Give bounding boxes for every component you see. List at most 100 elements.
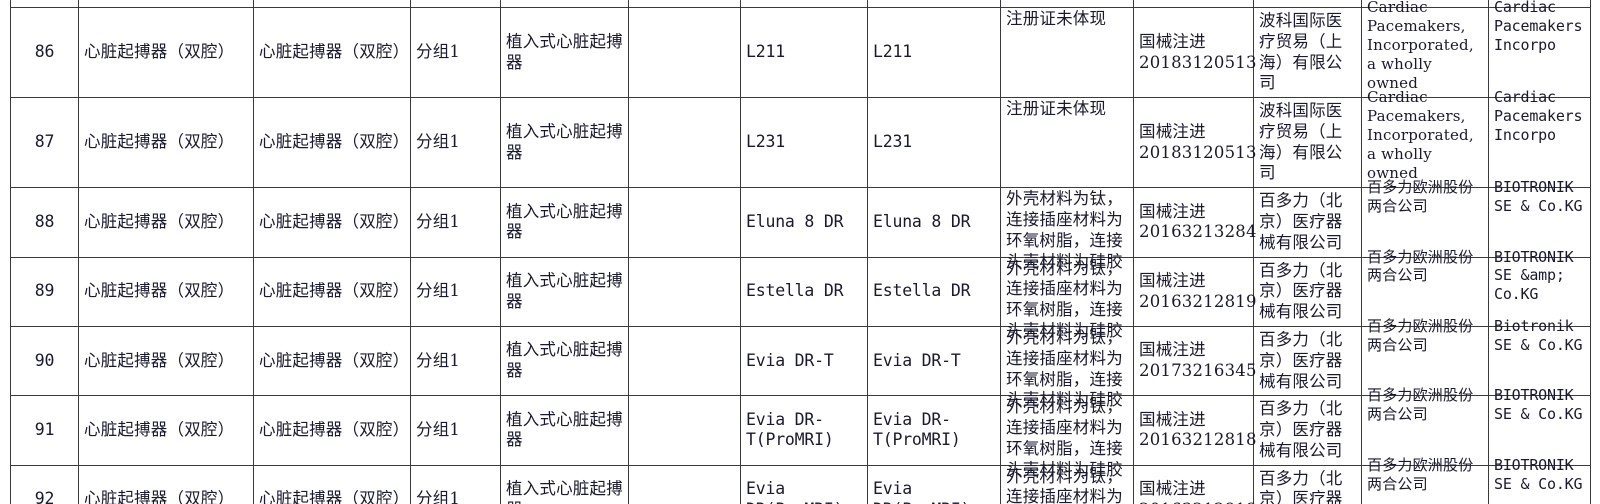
cell-mah[interactable]: BIOTRONIK SE & Co.KG (1488, 456, 1591, 504)
cell-reg_no[interactable]: 国械注进20163212818 (1133, 464, 1256, 504)
cell-model_a[interactable]: Estella DR (740, 256, 868, 327)
cell-spec_blank[interactable] (628, 395, 741, 466)
cell-model_b[interactable]: Evia DR(ProMRI) (867, 464, 1001, 504)
cell-mah[interactable]: Cardiac Pacemakers Incorpo (1488, 0, 1591, 99)
cell-group[interactable]: 分组1 (410, 256, 501, 327)
cell-group[interactable]: 分组1 (410, 325, 501, 397)
cell-group[interactable]: 分组1 (410, 6, 501, 99)
cell-registrant[interactable]: 百多力（北京）医疗器械有限公司 (1253, 395, 1362, 466)
cell-manufacturer[interactable]: 百多力欧洲股份两合公司 (1361, 317, 1489, 397)
cell-registrant[interactable]: 百多力（北京）医疗器械有限公司 (1253, 187, 1362, 258)
cell-seq[interactable]: 90 (10, 325, 79, 397)
cell-registrant[interactable]: 波科国际医疗 (1253, 0, 1362, 8)
cell-product_name[interactable] (253, 0, 411, 8)
cell-reg_no[interactable]: 国械注进20163213284 (1133, 187, 1256, 258)
cell-product_name[interactable]: 心脏起搏器（双腔） (253, 187, 411, 258)
cell-manufacturer[interactable]: Cardiac Pacemakers, Incorporated, a whol… (1361, 0, 1489, 99)
cell-seq[interactable]: 88 (10, 187, 79, 258)
cell-spec_blank[interactable] (628, 6, 741, 99)
table-row[interactable]: 87 心脏起搏器（双腔） 心脏起搏器（双腔） 分组1 植入式心脏起搏器 L231 L231 注… (10, 88, 1591, 189)
cell-group[interactable] (410, 0, 501, 8)
cell-product_cat[interactable]: 心脏起搏器（双腔） (78, 325, 254, 397)
cell-reg_no[interactable]: 国械注进20163212819 (1133, 256, 1256, 327)
cell-generic_name[interactable]: 植入式心脏起搏器 (500, 6, 629, 99)
cell-material[interactable]: 注册证未体现 (1000, 6, 1134, 99)
cell-material[interactable]: 外壳材料为钛，连接插座材料为环氧树脂，连接头壳材料为硅胶 (1000, 325, 1134, 409)
cell-spec_blank[interactable] (628, 325, 741, 397)
cell-product_cat[interactable]: 心脏起搏器（双腔） (78, 6, 254, 99)
cell-group[interactable]: 分组1 (410, 464, 501, 504)
cell-mah[interactable]: Cardiac Pacemakers Incorpo (1488, 88, 1591, 189)
cell-manufacturer[interactable]: 百多力欧洲股份两合公司 (1361, 248, 1489, 327)
cell-material[interactable]: 外壳材料为钛，连接插座材料为环氧树脂，连接头壳材料为硅胶 (1000, 395, 1134, 479)
cell-generic_name[interactable]: 植入式心脏起搏器 (500, 464, 629, 504)
table-row[interactable]: 88 心脏起搏器（双腔） 心脏起搏器（双腔） 分组1 植入式心脏起搏器 Eluna 8 D… (10, 178, 1591, 271)
cell-product_cat[interactable] (78, 0, 254, 8)
cell-product_cat[interactable]: 心脏起搏器（双腔） (78, 97, 254, 189)
cell-product_cat[interactable]: 心脏起搏器（双腔） (78, 187, 254, 258)
cell-model_a[interactable]: Eluna 8 DR (740, 187, 868, 258)
cell-product_name[interactable]: 心脏起搏器（双腔） (253, 325, 411, 397)
cell-spec_blank[interactable] (628, 464, 741, 504)
cell-group[interactable]: 分组1 (410, 187, 501, 258)
cell-registrant[interactable]: 百多力（北京）医疗器械有限公司 (1253, 256, 1362, 327)
cell-model_b[interactable] (867, 0, 1001, 8)
cell-material[interactable]: 外壳材料为钛，连接插座材料为环氧树脂，连接头壳材料为硅胶 (1000, 256, 1134, 340)
cell-reg_no[interactable]: 国械注进20163212818 (1133, 395, 1256, 466)
cell-registrant[interactable]: 百多力（北京）医疗器械有限公司 (1253, 464, 1362, 504)
cell-generic_name[interactable]: 植入式心脏起搏器 (500, 325, 629, 397)
cell-seq[interactable]: 89 (10, 256, 79, 327)
cell-product_name[interactable]: 心脏起搏器（双腔） (253, 6, 411, 99)
cell-seq[interactable]: 87 (10, 97, 79, 189)
cell-model_b[interactable]: Evia DR-T (867, 325, 1001, 397)
cell-material[interactable]: 注册证未体现 (1000, 97, 1134, 189)
cell-product_name[interactable]: 心脏起搏器（双腔） (253, 97, 411, 189)
cell-product_name[interactable]: 心脏起搏器（双腔） (253, 464, 411, 504)
cell-mah[interactable]: BIOTRONIK SE & Co.KG (1488, 386, 1591, 466)
cell-reg_no[interactable]: 国械注进 (1133, 0, 1254, 8)
cell-model_a[interactable]: Evia DR(ProMRI) (740, 464, 868, 504)
cell-seq[interactable]: 86 (10, 6, 79, 99)
cell-mah[interactable]: Biotronik SE & Co.KG (1488, 317, 1591, 397)
cell-manufacturer[interactable]: 百多力欧洲股份两合公司 (1361, 456, 1489, 504)
table-row[interactable]: 92 心脏起搏器（双腔） 心脏起搏器（双腔） 分组1 植入式心脏起搏器 Evia DR(… (10, 456, 1591, 504)
cell-model_b[interactable]: Eluna 8 DR (867, 187, 1001, 258)
cell-model_a[interactable]: Evia DR-T(ProMRI) (740, 395, 868, 466)
cell-spec_blank[interactable] (628, 187, 741, 258)
cell-model_a[interactable]: L231 (740, 97, 868, 189)
cell-reg_no[interactable]: 国械注进20173216345 (1133, 325, 1256, 397)
cell-spec_blank[interactable] (628, 97, 741, 189)
cell-generic_name[interactable]: 植入式心脏起搏器 (500, 256, 629, 327)
cell-group[interactable]: 分组1 (410, 97, 501, 189)
cell-product_cat[interactable]: 心脏起搏器（双腔） (78, 464, 254, 504)
cell-registrant[interactable]: 百多力（北京）医疗器械有限公司 (1253, 325, 1362, 397)
cell-seq[interactable]: 91 (10, 395, 79, 466)
cell-registrant[interactable]: 波科国际医疗贸易（上海）有限公司 (1253, 6, 1362, 99)
cell-product_cat[interactable]: 心脏起搏器（双腔） (78, 395, 254, 466)
cell-model_a[interactable]: L211 (740, 6, 868, 99)
cell-seq[interactable] (10, 0, 79, 8)
cell-material[interactable]: 外壳材料为钛，连接插座材料为环氧树脂，连接头壳材料为硅胶 (1000, 187, 1134, 271)
cell-model_a[interactable] (740, 0, 868, 8)
table-row[interactable]: 86 心脏起搏器（双腔） 心脏起搏器（双腔） 分组1 植入式心脏起搏器 L211 L211 注… (10, 0, 1591, 99)
cell-model_b[interactable]: Estella DR (867, 256, 1001, 327)
cell-generic_name[interactable]: 植入式心脏起搏器 (500, 187, 629, 258)
cell-product_name[interactable]: 心脏起搏器（双腔） (253, 256, 411, 327)
cell-registrant[interactable]: 波科国际医疗贸易（上海）有限公司 (1253, 97, 1362, 189)
table-row[interactable]: 89 心脏起搏器（双腔） 心脏起搏器（双腔） 分组1 植入式心脏起搏器 Estella D… (10, 248, 1591, 340)
cell-generic_name[interactable]: 植入式心脏起搏器 (500, 97, 629, 189)
cell-product_name[interactable]: 心脏起搏器（双腔） (253, 395, 411, 466)
cell-model_b[interactable]: Evia DR-T(ProMRI) (867, 395, 1001, 466)
cell-group[interactable]: 分组1 (410, 395, 501, 466)
cell-model_b[interactable]: L211 (867, 6, 1001, 99)
cell-model_b[interactable]: L231 (867, 97, 1001, 189)
cell-reg_no[interactable]: 国械注进20183120513 (1133, 6, 1256, 99)
cell-model_a[interactable]: Evia DR-T (740, 325, 868, 397)
cell-spec_blank[interactable] (628, 256, 741, 327)
cell-generic_name[interactable]: 植入式心脏起搏器 (500, 395, 629, 466)
table-row-partial[interactable]: 植入式心脏起搏器国械注进波科国际医疗Pacemakers,Pacemak (10, 0, 1591, 8)
cell-seq[interactable]: 92 (10, 464, 79, 504)
cell-product_cat[interactable]: 心脏起搏器（双腔） (78, 256, 254, 327)
cell-generic_name[interactable]: 植入式心脏起搏器 (500, 0, 629, 8)
table-row[interactable]: 91 心脏起搏器（双腔） 心脏起搏器（双腔） 分组1 植入式心脏起搏器 Evia DR-T… (10, 386, 1591, 479)
